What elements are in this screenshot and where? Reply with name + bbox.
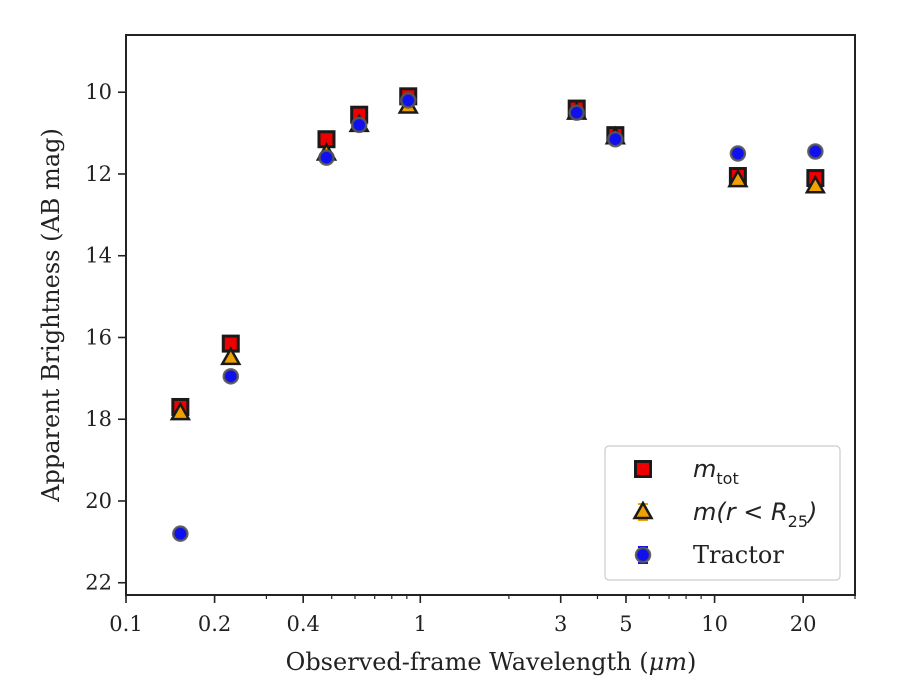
circle-marker (318, 149, 335, 166)
legend-label-main: m(r < R (693, 498, 788, 526)
circle-marker (172, 525, 189, 542)
plot-area (169, 87, 827, 542)
legend-label-main: Tractor (693, 541, 784, 569)
x-axis-label-prefix: Observed-frame Wavelength ( (286, 648, 649, 676)
series-triangle (169, 94, 827, 421)
triangle-marker-legend (632, 500, 654, 520)
x-tick-label: 10 (701, 612, 728, 636)
x-axis-label-suffix: ) (687, 648, 696, 676)
legend-label-tail: ) (806, 498, 817, 526)
x-tick-label: 3 (554, 612, 567, 636)
circle-marker (568, 104, 585, 121)
circle-marker (399, 92, 417, 109)
circle-marker (350, 116, 368, 134)
axes: 0.1 0.2 0.4 1 3 5 10 20 10 12 14 16 18 20 22 (85, 34, 856, 636)
y-axis-label: Apparent Brightness (AB mag) (37, 128, 65, 503)
x-tick-label: 1 (414, 612, 427, 636)
x-axis-label: Observed-frame Wavelength (μm) (286, 648, 697, 676)
y-tick-label: 10 (85, 80, 112, 104)
legend: mtot m(r < R25) Tractor (604, 445, 841, 581)
circle-marker (607, 130, 624, 148)
triangle-marker (220, 346, 242, 366)
x-tick-label: 0.2 (198, 612, 231, 636)
triangle-marker (804, 174, 827, 194)
circle-marker-legend (634, 546, 652, 564)
legend-label: m(r < R25) (693, 498, 817, 531)
y-tick-label: 22 (85, 571, 112, 595)
legend-box (604, 445, 841, 581)
x-tick-label: 5 (619, 612, 632, 636)
legend-label: Tractor (693, 541, 784, 569)
y-tick-label: 20 (85, 489, 112, 513)
y-tick-label: 18 (85, 407, 112, 431)
plot-frame (125, 34, 856, 596)
legend-label-subscript: 25 (788, 512, 808, 531)
y-tick-label: 16 (85, 325, 112, 349)
x-tick-label: 20 (790, 612, 817, 636)
x-tick-label: 0.4 (286, 612, 319, 636)
x-tick-label: 0.1 (109, 612, 142, 636)
circle-marker (807, 143, 824, 160)
series-circle (172, 92, 824, 542)
square-marker-legend (634, 460, 652, 478)
triangle-marker (169, 401, 191, 421)
legend-label-subscript: tot (716, 469, 738, 488)
series-square (171, 87, 825, 416)
circle-marker (729, 145, 747, 162)
circle-marker (222, 368, 240, 385)
legend-label-main: m (693, 455, 716, 483)
x-axis-label-unit: μm (649, 648, 687, 676)
legend-label: mtot (693, 455, 739, 488)
y-tick-label: 12 (85, 162, 112, 186)
y-tick-label: 14 (85, 244, 112, 268)
triangle-marker (727, 168, 749, 188)
